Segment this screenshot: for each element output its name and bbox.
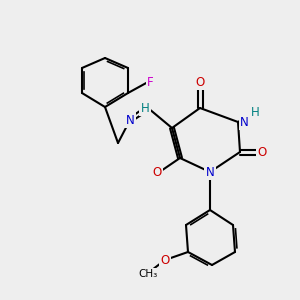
Text: F: F (147, 76, 153, 88)
Text: O: O (195, 76, 205, 88)
Text: H: H (250, 106, 260, 118)
Text: N: N (240, 116, 249, 128)
Text: O: O (257, 146, 267, 158)
Text: H: H (254, 107, 262, 117)
Text: O: O (153, 167, 162, 179)
Text: H: H (141, 101, 149, 115)
Text: N: N (206, 166, 214, 178)
Text: O: O (160, 254, 169, 266)
Text: N: N (126, 113, 134, 127)
Text: CH₃: CH₃ (138, 269, 158, 279)
Text: H: H (151, 168, 159, 178)
